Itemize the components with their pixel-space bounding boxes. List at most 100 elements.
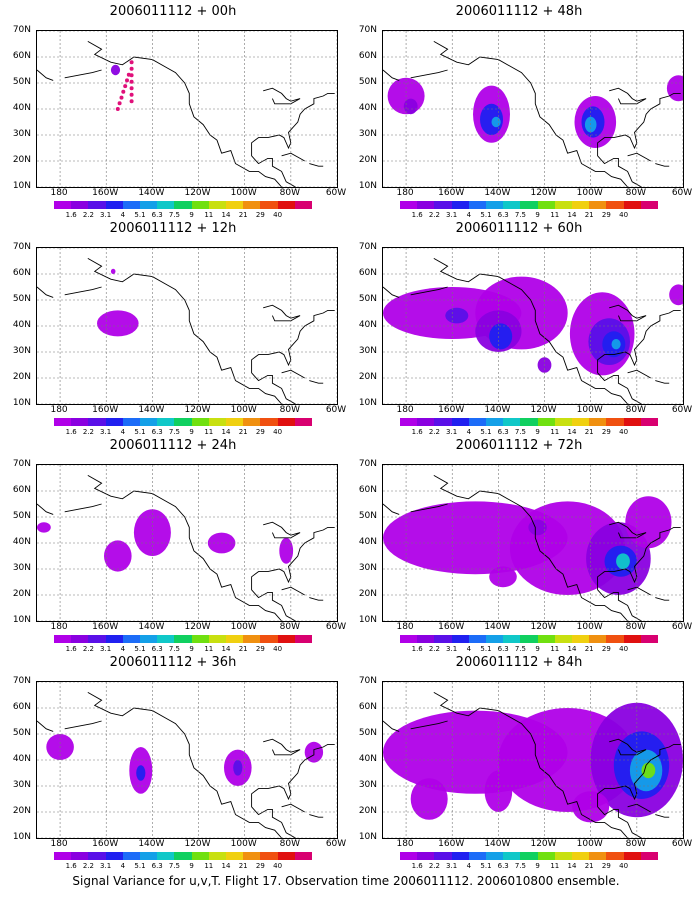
- colorbar-swatch: [140, 418, 158, 426]
- colorbar-label: 9: [535, 645, 540, 653]
- x-tick-label: 180: [50, 405, 68, 415]
- y-tick-label: 30N: [358, 346, 377, 356]
- y-tick-label: 10N: [358, 181, 377, 191]
- y-tick-label: 50N: [358, 294, 377, 304]
- coastline: [263, 304, 301, 322]
- colorbar-swatch: [243, 418, 261, 426]
- colorbar-swatch: [434, 852, 453, 860]
- colorbar-label: 7.5: [514, 428, 526, 436]
- colorbar: [54, 635, 313, 645]
- colorbar-label: 3.1: [100, 211, 112, 219]
- variance-contour: [97, 310, 139, 337]
- colorbar-label: 5.1: [134, 428, 146, 436]
- coastline: [37, 503, 54, 515]
- colorbar-label: 1.6: [411, 428, 423, 436]
- x-tick-label: 60W: [671, 405, 692, 415]
- colorbar-swatch: [71, 635, 89, 643]
- colorbar-label: 40: [619, 211, 629, 219]
- x-tick-label: 160W: [92, 839, 119, 849]
- y-tick-label: 30N: [358, 780, 377, 790]
- x-tick-label: 120W: [184, 405, 211, 415]
- coastline: [383, 720, 400, 732]
- coastline: [410, 503, 448, 513]
- colorbar-swatch: [71, 201, 89, 209]
- colorbar-label: 29: [601, 645, 611, 653]
- coastline: [281, 152, 305, 162]
- variance-contour: [37, 522, 51, 533]
- x-tick-label: 180: [396, 405, 414, 415]
- colorbar-label: 6.3: [497, 428, 509, 436]
- coastline: [87, 41, 296, 187]
- colorbar-swatch: [537, 201, 556, 209]
- colorbar-swatch: [572, 852, 590, 860]
- colorbar-swatch: [105, 201, 124, 209]
- coastline: [263, 521, 301, 539]
- variance-contour: [445, 307, 469, 324]
- colorbar-label: 6.3: [151, 645, 163, 653]
- coastline: [309, 163, 324, 167]
- observation-point: [129, 86, 134, 91]
- coastline: [281, 586, 305, 596]
- variance-contour: [616, 553, 630, 569]
- colorbar-label: 4: [120, 862, 126, 870]
- coastline: [627, 586, 651, 596]
- colorbar-label: 4: [466, 211, 472, 219]
- y-tick-label: 60N: [12, 51, 31, 61]
- colorbar-swatch: [122, 852, 141, 860]
- colorbar-swatch: [226, 201, 244, 209]
- y-tick-label: 70N: [12, 242, 31, 252]
- colorbar-swatch: [554, 418, 573, 426]
- colorbar: [54, 418, 313, 428]
- variance-contour: [110, 268, 116, 274]
- coastline: [597, 526, 681, 621]
- y-tick-label: 60N: [358, 51, 377, 61]
- colorbar-label: 29: [255, 211, 265, 219]
- x-tick-label: 160W: [92, 622, 119, 632]
- colorbar-swatch: [88, 852, 107, 860]
- y-tick-label: 50N: [12, 294, 31, 304]
- y-tick-label: 70N: [358, 676, 377, 686]
- x-tick-label: 60W: [325, 405, 347, 415]
- colorbar-label: 11: [204, 862, 214, 870]
- map-panel-72h: 2006011112 + 72h 70N 60N 50N 40N 30N 20N 10N 180…: [346, 434, 692, 653]
- colorbar-label: 5.1: [480, 428, 492, 436]
- colorbar-swatch: [606, 418, 625, 426]
- colorbar-swatch: [537, 418, 556, 426]
- coastline: [609, 521, 647, 539]
- coastline: [87, 692, 296, 838]
- colorbar-label: 6.3: [497, 862, 509, 870]
- panel-title: 2006011112 + 36h: [109, 655, 237, 670]
- y-tick-label: 30N: [12, 129, 31, 139]
- observation-point: [123, 84, 128, 89]
- x-tick-label: 80W: [625, 188, 647, 198]
- variance-contour: [491, 116, 501, 128]
- x-tick-label: 120W: [530, 622, 557, 632]
- x-tick-label: 100W: [576, 839, 603, 849]
- colorbar-label: 21: [238, 211, 248, 219]
- coastline: [655, 380, 670, 384]
- map-panel-60h: 2006011112 + 60h 70N 60N 50N 40N 30N 20N 10N 180…: [346, 217, 692, 436]
- colorbar-label: 3.1: [446, 645, 458, 653]
- y-tick-label: 70N: [12, 676, 31, 686]
- colorbar-label: 11: [204, 645, 214, 653]
- colorbar-label: 5.1: [480, 211, 492, 219]
- variance-contour: [133, 509, 171, 556]
- colorbar-swatch: [451, 201, 470, 209]
- map-plot-area: [36, 247, 338, 405]
- colorbar-swatch: [54, 635, 72, 643]
- colorbar-swatch: [157, 635, 175, 643]
- colorbar-label: 7.5: [168, 428, 180, 436]
- colorbar-swatch: [572, 201, 590, 209]
- x-tick-label: 160W: [92, 405, 119, 415]
- x-tick-label: 100W: [230, 839, 257, 849]
- colorbar-label: 7.5: [168, 645, 180, 653]
- observation-point: [119, 95, 124, 100]
- colorbar-label: 4: [466, 862, 472, 870]
- colorbar-swatch: [157, 201, 175, 209]
- y-tick-label: 10N: [12, 615, 31, 625]
- colorbar-swatch: [277, 635, 296, 643]
- colorbar-label: 6.3: [497, 211, 509, 219]
- coastline: [597, 92, 681, 187]
- y-tick-label: 20N: [12, 155, 31, 165]
- y-tick-label: 60N: [358, 268, 377, 278]
